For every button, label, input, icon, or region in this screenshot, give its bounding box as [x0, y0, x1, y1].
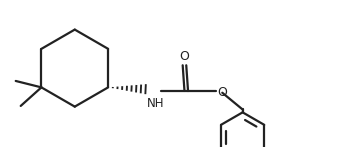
Text: O: O: [217, 86, 227, 99]
Text: O: O: [180, 50, 189, 63]
Text: NH: NH: [147, 97, 165, 110]
